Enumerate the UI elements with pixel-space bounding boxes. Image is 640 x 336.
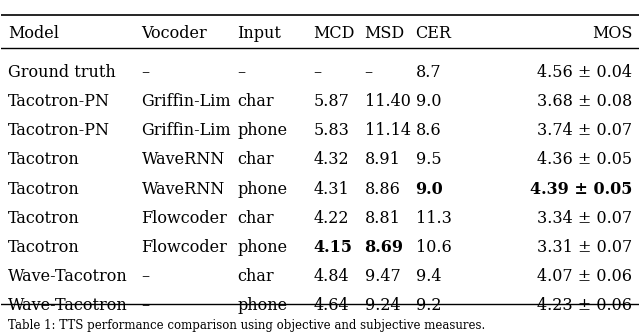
Text: 8.69: 8.69	[365, 239, 404, 256]
Text: 5.83: 5.83	[314, 122, 349, 139]
Text: 4.32: 4.32	[314, 152, 349, 168]
Text: 4.23 ± 0.06: 4.23 ± 0.06	[537, 297, 632, 314]
Text: 8.86: 8.86	[365, 180, 401, 198]
Text: Ground truth: Ground truth	[8, 64, 115, 81]
Text: 4.15: 4.15	[314, 239, 353, 256]
Text: 11.40: 11.40	[365, 93, 410, 110]
Text: 4.84: 4.84	[314, 268, 349, 285]
Text: 11.14: 11.14	[365, 122, 411, 139]
Text: Tacotron: Tacotron	[8, 210, 79, 227]
Text: –: –	[141, 64, 150, 81]
Text: –: –	[141, 268, 150, 285]
Text: 9.0: 9.0	[415, 180, 444, 198]
Text: phone: phone	[237, 122, 287, 139]
Text: char: char	[237, 210, 274, 227]
Text: WaveRNN: WaveRNN	[141, 180, 225, 198]
Text: –: –	[314, 64, 322, 81]
Text: Tacotron: Tacotron	[8, 239, 79, 256]
Text: 8.91: 8.91	[365, 152, 401, 168]
Text: –: –	[141, 297, 150, 314]
Text: 4.39 ± 0.05: 4.39 ± 0.05	[530, 180, 632, 198]
Text: Table 1: TTS performance comparison using objective and subjective measures.: Table 1: TTS performance comparison usin…	[8, 319, 485, 332]
Text: 4.31: 4.31	[314, 180, 349, 198]
Text: 3.68 ± 0.08: 3.68 ± 0.08	[537, 93, 632, 110]
Text: phone: phone	[237, 297, 287, 314]
Text: Tacotron: Tacotron	[8, 152, 79, 168]
Text: 3.31 ± 0.07: 3.31 ± 0.07	[537, 239, 632, 256]
Text: 5.87: 5.87	[314, 93, 349, 110]
Text: Tacotron: Tacotron	[8, 180, 79, 198]
Text: 3.34 ± 0.07: 3.34 ± 0.07	[537, 210, 632, 227]
Text: Model: Model	[8, 25, 59, 42]
Text: 9.0: 9.0	[415, 93, 441, 110]
Text: 11.3: 11.3	[415, 210, 451, 227]
Text: 8.7: 8.7	[415, 64, 441, 81]
Text: MCD: MCD	[314, 25, 355, 42]
Text: CER: CER	[415, 25, 452, 42]
Text: 8.81: 8.81	[365, 210, 401, 227]
Text: 9.2: 9.2	[415, 297, 441, 314]
Text: phone: phone	[237, 180, 287, 198]
Text: 8.6: 8.6	[415, 122, 441, 139]
Text: –: –	[237, 64, 245, 81]
Text: char: char	[237, 152, 274, 168]
Text: 4.36 ± 0.05: 4.36 ± 0.05	[537, 152, 632, 168]
Text: –: –	[365, 64, 372, 81]
Text: 9.24: 9.24	[365, 297, 400, 314]
Text: Flowcoder: Flowcoder	[141, 239, 227, 256]
Text: MSD: MSD	[365, 25, 404, 42]
Text: 10.6: 10.6	[415, 239, 451, 256]
Text: 9.47: 9.47	[365, 268, 401, 285]
Text: char: char	[237, 268, 274, 285]
Text: 4.64: 4.64	[314, 297, 349, 314]
Text: phone: phone	[237, 239, 287, 256]
Text: WaveRNN: WaveRNN	[141, 152, 225, 168]
Text: 4.07 ± 0.06: 4.07 ± 0.06	[537, 268, 632, 285]
Text: Griffin-Lim: Griffin-Lim	[141, 122, 231, 139]
Text: 4.56 ± 0.04: 4.56 ± 0.04	[537, 64, 632, 81]
Text: Flowcoder: Flowcoder	[141, 210, 227, 227]
Text: Tacotron-PN: Tacotron-PN	[8, 122, 110, 139]
Text: Wave-Tacotron: Wave-Tacotron	[8, 297, 127, 314]
Text: Vocoder: Vocoder	[141, 25, 207, 42]
Text: char: char	[237, 93, 274, 110]
Text: Tacotron-PN: Tacotron-PN	[8, 93, 110, 110]
Text: 3.74 ± 0.07: 3.74 ± 0.07	[537, 122, 632, 139]
Text: 9.5: 9.5	[415, 152, 441, 168]
Text: 4.22: 4.22	[314, 210, 349, 227]
Text: Wave-Tacotron: Wave-Tacotron	[8, 268, 127, 285]
Text: MOS: MOS	[592, 25, 632, 42]
Text: Input: Input	[237, 25, 281, 42]
Text: 9.4: 9.4	[415, 268, 441, 285]
Text: Griffin-Lim: Griffin-Lim	[141, 93, 231, 110]
